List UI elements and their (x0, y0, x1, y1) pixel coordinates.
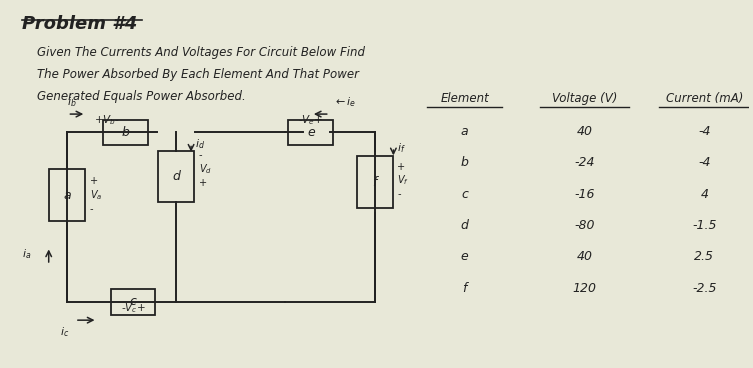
Text: Problem #4: Problem #4 (23, 15, 138, 33)
Text: b: b (461, 156, 468, 169)
Text: c: c (461, 188, 468, 201)
Text: f: f (373, 176, 376, 189)
Bar (103, 120, 148, 145)
Text: Current (mA): Current (mA) (666, 92, 743, 105)
Text: -1.5: -1.5 (692, 219, 717, 232)
Text: -
$V_d$
+: - $V_d$ + (199, 151, 212, 188)
Bar (357, 156, 392, 208)
Text: $i_f$: $i_f$ (397, 141, 406, 155)
Text: Given The Currents And Voltages For Circuit Below Find: Given The Currents And Voltages For Circ… (38, 46, 365, 59)
Text: -80: -80 (575, 219, 595, 232)
Bar (50, 169, 85, 221)
Text: +$V_b$-: +$V_b$- (94, 113, 120, 127)
Text: -$V_c$+: -$V_c$+ (120, 301, 145, 315)
Text: -24: -24 (575, 156, 595, 169)
Text: 120: 120 (572, 282, 596, 294)
Text: -16: -16 (575, 188, 595, 201)
Text: 4: 4 (700, 188, 709, 201)
Text: $i_b$: $i_b$ (68, 95, 77, 109)
Text: 2.5: 2.5 (694, 250, 715, 263)
Text: Voltage (V): Voltage (V) (552, 92, 617, 105)
Text: e: e (307, 126, 315, 139)
Bar (111, 289, 155, 315)
Text: $i_a$: $i_a$ (23, 248, 32, 261)
Text: The Power Absorbed By Each Element And That Power: The Power Absorbed By Each Element And T… (38, 68, 359, 81)
Text: Generated Equals Power Absorbed.: Generated Equals Power Absorbed. (38, 90, 246, 103)
Text: +
$V_a$
-: + $V_a$ - (90, 176, 102, 214)
Text: -$V_e$+: -$V_e$+ (298, 113, 324, 127)
Text: -2.5: -2.5 (692, 282, 717, 294)
Text: a: a (461, 125, 468, 138)
Text: d: d (461, 219, 468, 232)
Text: 40: 40 (577, 250, 593, 263)
Bar (288, 120, 334, 145)
Text: $\leftarrow i_e$: $\leftarrow i_e$ (334, 95, 357, 109)
Text: e: e (461, 250, 468, 263)
Text: -4: -4 (698, 156, 711, 169)
Text: d: d (172, 170, 180, 183)
Bar (158, 151, 194, 202)
Text: f: f (462, 282, 467, 294)
Text: $i_d$: $i_d$ (195, 137, 205, 151)
Text: a: a (63, 188, 72, 202)
Text: c: c (130, 295, 136, 308)
Text: 40: 40 (577, 125, 593, 138)
Text: b: b (121, 126, 130, 139)
Text: Element: Element (441, 92, 489, 105)
Text: -4: -4 (698, 125, 711, 138)
Text: +
$V_f$
-: + $V_f$ - (397, 162, 409, 199)
Text: $i_c$: $i_c$ (60, 325, 69, 339)
